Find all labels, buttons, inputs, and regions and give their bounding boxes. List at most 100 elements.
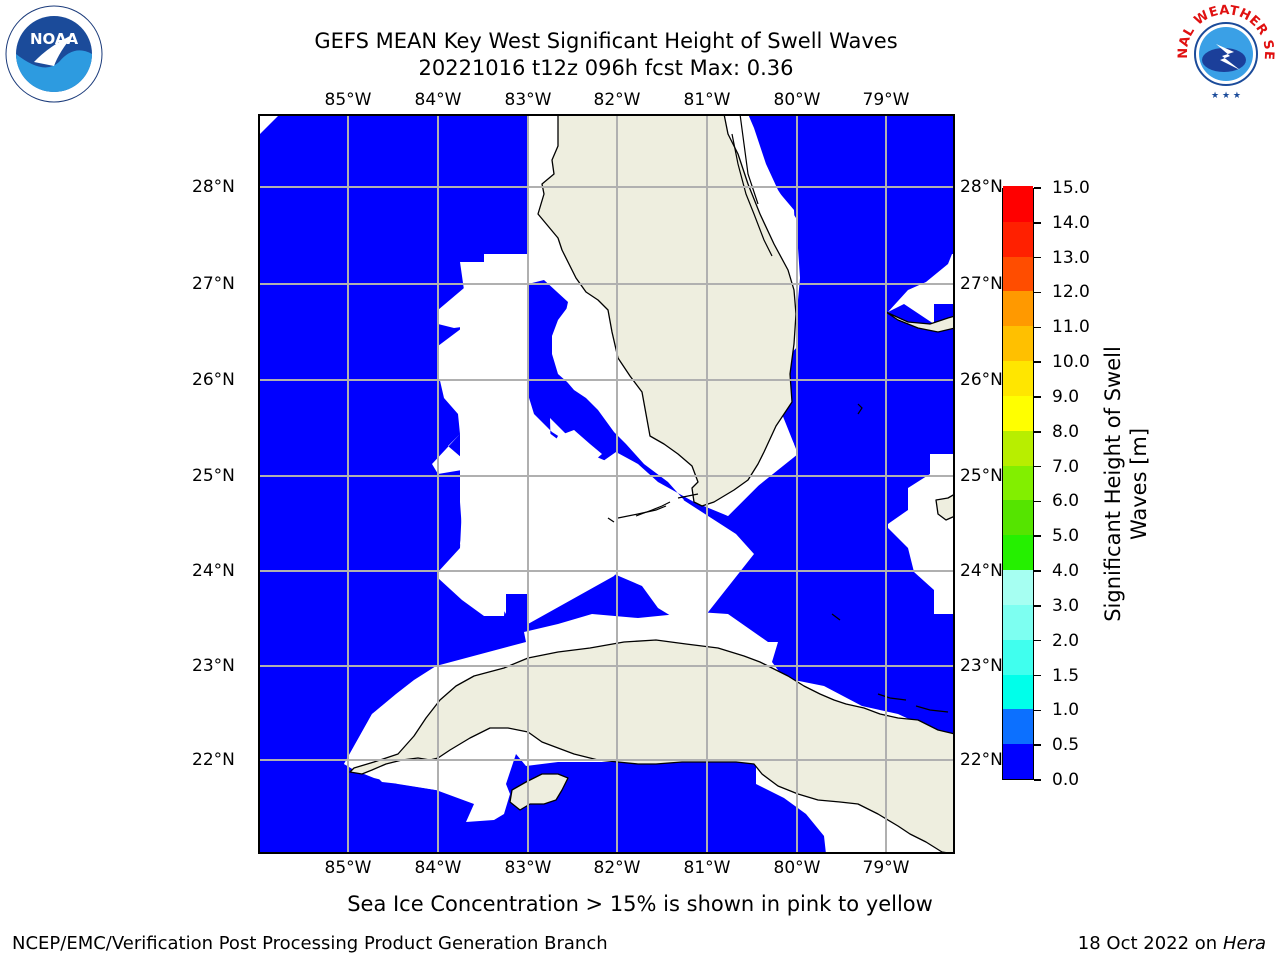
colorbar-tick-mark — [1034, 500, 1041, 503]
colorbar-tick-mark — [1034, 256, 1041, 259]
colorbar-tick-mark — [1034, 396, 1041, 398]
lon-label-top: 82°W — [593, 90, 641, 110]
colorbar-tick-mark — [1034, 639, 1041, 642]
lat-label-left: 23°N — [192, 656, 235, 676]
colorbar-tick-mark — [1034, 465, 1041, 468]
colorbar-tick-label: 8.0 — [1052, 421, 1080, 442]
colorbar-segment — [1003, 534, 1033, 571]
colorbar-tick-mark — [1034, 779, 1041, 781]
colorbar — [1002, 186, 1034, 780]
colorbar-segment — [1003, 708, 1033, 745]
colorbar-tick-label: 9.0 — [1052, 386, 1080, 407]
colorbar-tick-label: 5.0 — [1052, 526, 1080, 547]
colorbar-tick-label: 1.5 — [1052, 665, 1080, 686]
lat-label-right: 22°N — [960, 750, 1003, 770]
run-date-text: 18 Oct 2022 on — [1077, 933, 1218, 954]
colorbar-tick-mark — [1034, 431, 1041, 433]
lon-label-bottom: 85°W — [324, 858, 372, 878]
colorbar-segment — [1003, 639, 1033, 675]
run-system: Hera — [1222, 933, 1266, 954]
isla-juventud — [509, 773, 569, 811]
lon-label-bottom: 80°W — [773, 858, 821, 878]
lat-label-left: 25°N — [192, 466, 235, 486]
lon-label-top: 83°W — [504, 90, 552, 110]
colorbar-segment — [1003, 430, 1033, 466]
land-masses — [349, 114, 955, 854]
lon-label-top: 80°W — [773, 90, 821, 110]
lon-label-bottom: 83°W — [504, 858, 552, 878]
lat-label-left: 26°N — [192, 370, 235, 390]
cuba-landmass — [349, 639, 955, 854]
chart-title: GEFS MEAN Key West Significant Height of… — [314, 29, 898, 53]
andros-island — [935, 493, 955, 521]
colorbar-tick-label: 0.0 — [1052, 770, 1080, 790]
colorbar-tick-label: 7.0 — [1052, 456, 1080, 477]
lat-label-right: 26°N — [960, 370, 1003, 390]
noaa-logo: NOAA — [4, 4, 104, 104]
lat-label-right: 24°N — [960, 561, 1003, 581]
colorbar-segment — [1003, 569, 1033, 605]
colorbar-tick-mark — [1034, 605, 1041, 607]
colorbar-tick-label: 0.5 — [1052, 735, 1080, 756]
lat-label-right: 23°N — [960, 656, 1003, 676]
colorbar-tick-label: 4.0 — [1052, 561, 1080, 582]
colorbar-tick-mark — [1034, 326, 1041, 329]
lon-label-top: 79°W — [862, 90, 910, 110]
noaa-logo-text: NOAA — [30, 30, 79, 48]
lat-label-left: 28°N — [192, 177, 235, 197]
lat-label-left: 27°N — [192, 274, 235, 294]
lon-label-bottom: 79°W — [862, 858, 910, 878]
sea-ice-note: Sea Ice Concentration > 15% is shown in … — [347, 892, 933, 916]
run-date: 18 Oct 2022 on Hera — [1078, 933, 1266, 954]
colorbar-segment — [1003, 673, 1033, 710]
colorbar-tick-label: 1.0 — [1052, 700, 1080, 721]
branch-credit: NCEP/EMC/Verification Post Processing Pr… — [12, 933, 608, 954]
colorbar-tick-label: 2.0 — [1052, 630, 1080, 651]
lat-label-right: 28°N — [960, 177, 1003, 197]
colorbar-segment — [1003, 465, 1033, 501]
colorbar-tick-mark — [1034, 535, 1041, 537]
grand-bahama — [885, 311, 955, 333]
colorbar-tick-label: 15.0 — [1052, 178, 1090, 198]
chart-subtitle: 20221016 t12z 096h fcst Max: 0.36 — [418, 56, 794, 80]
colorbar-segment — [1003, 325, 1033, 362]
colorbar-tick-mark — [1034, 570, 1041, 572]
colorbar-tick-mark — [1034, 709, 1041, 712]
colorbar-segment — [1003, 604, 1033, 640]
colorbar-segment — [1003, 221, 1033, 257]
colorbar-tick-mark — [1034, 222, 1041, 224]
colorbar-tick-mark — [1034, 187, 1041, 189]
colorbar-tick-mark — [1034, 674, 1041, 677]
map-frame — [258, 114, 955, 854]
colorbar-tick-label: 12.0 — [1052, 282, 1090, 303]
colorbar-label-line2: Waves [m] — [1127, 427, 1151, 541]
colorbar-tick-label: 11.0 — [1052, 317, 1090, 338]
colorbar-tick-mark — [1034, 361, 1041, 363]
lat-label-left: 22°N — [192, 750, 235, 770]
colorbar-segment — [1003, 499, 1033, 536]
colorbar-tick-label: 13.0 — [1052, 247, 1090, 268]
colorbar-segment — [1003, 290, 1033, 327]
graticule — [258, 114, 955, 854]
colorbar-tick-label: 10.0 — [1052, 352, 1090, 373]
coastline-details — [607, 114, 949, 713]
lon-label-top: 85°W — [324, 90, 372, 110]
colorbar-tick-label: 14.0 — [1052, 212, 1090, 233]
colorbar-tick-label: 3.0 — [1052, 595, 1080, 616]
colorbar-segment — [1003, 743, 1033, 779]
nws-logo: NATIONAL WEATHER SERVICE ★ ★ ★ — [1170, 0, 1276, 104]
lon-label-top: 84°W — [414, 90, 462, 110]
lat-label-right: 27°N — [960, 274, 1003, 294]
colorbar-tick-mark — [1034, 744, 1041, 746]
colorbar-tick-mark — [1034, 291, 1041, 294]
lat-label-left: 24°N — [192, 561, 235, 581]
lon-label-top: 81°W — [683, 90, 731, 110]
colorbar-segment — [1003, 186, 1033, 222]
colorbar-label: Significant Height of Swell Waves [m] — [1100, 346, 1152, 622]
swell-height-map — [258, 114, 955, 854]
colorbar-tick-label: 6.0 — [1052, 491, 1080, 512]
lat-label-right: 25°N — [960, 466, 1003, 486]
lon-label-bottom: 82°W — [593, 858, 641, 878]
lon-label-bottom: 84°W — [414, 858, 462, 878]
colorbar-segment — [1003, 256, 1033, 292]
